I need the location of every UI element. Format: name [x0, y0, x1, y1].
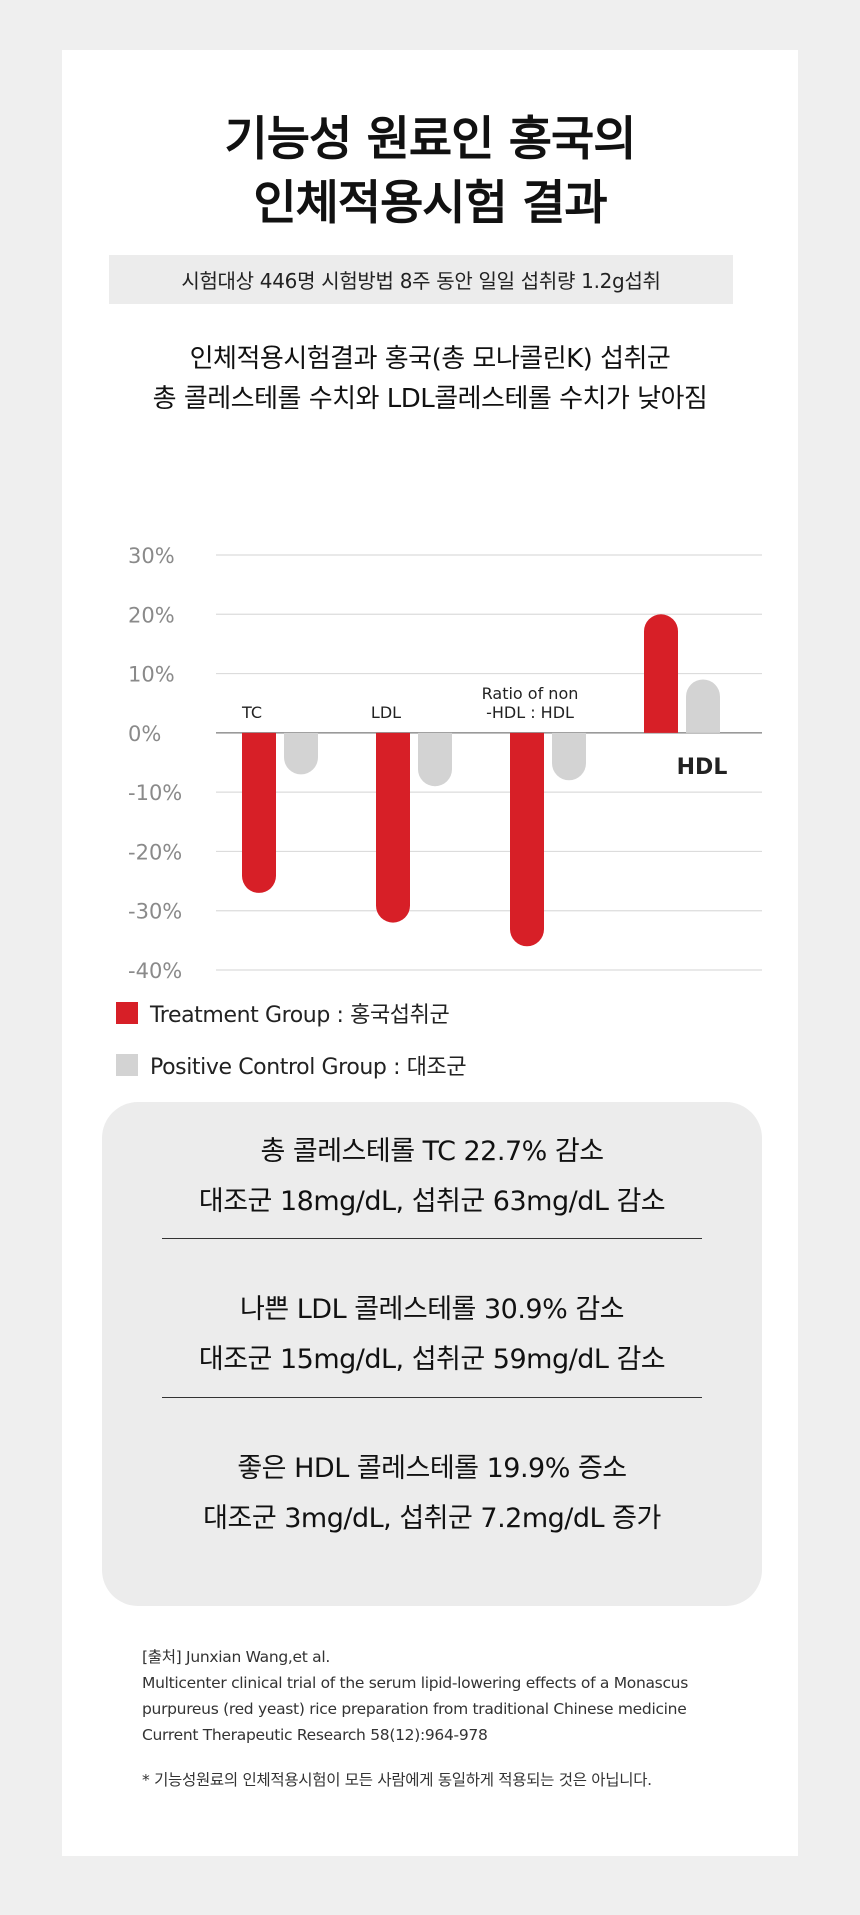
- summary-item-ldl: 나쁜 LDL 콜레스테롤 30.9% 감소 대조군 15mg/dL, 섭취군 5…: [102, 1285, 762, 1385]
- source-line-1: [출처] Junxian Wang,et al.: [142, 1648, 330, 1666]
- category-label: LDL: [371, 703, 401, 722]
- bar-treatment: [510, 732, 544, 947]
- summary-divider: [162, 1397, 702, 1398]
- page-title: 기능성 원료인 홍국의 인체적용시험 결과: [62, 108, 798, 236]
- y-tick-label: 30%: [128, 544, 175, 568]
- legend-swatch-treatment: [116, 1002, 138, 1024]
- category-label: -HDL : HDL: [486, 703, 574, 722]
- subtitle-line-1: 인체적용시험결과 홍국(총 모나콜린K) 섭취군: [189, 344, 671, 374]
- summary-item-tc: 총 콜레스테롤 TC 22.7% 감소 대조군 18mg/dL, 섭취군 63m…: [102, 1127, 762, 1227]
- summary-tc-line-2: 대조군 18mg/dL, 섭취군 63mg/dL 감소: [198, 1186, 666, 1217]
- cholesterol-bar-chart: 30% 20% 10% 0% -10% -20% -30% -40% TC LDL Ratio of…: [128, 544, 762, 983]
- title-line-2: 인체적용시험 결과: [253, 176, 607, 231]
- legend-item-treatment: Treatment Group : 홍국섭취군: [116, 987, 616, 1039]
- category-label: TC: [241, 703, 262, 722]
- source-line-3: purpureus (red yeast) rice preparation f…: [142, 1700, 687, 1718]
- bar-control: [552, 732, 586, 781]
- y-tick-label: 20%: [128, 603, 175, 627]
- y-tick-label: -40%: [128, 959, 182, 983]
- bar-control: [284, 732, 318, 775]
- summary-ldl-line-1: 나쁜 LDL 콜레스테롤 30.9% 감소: [239, 1294, 625, 1325]
- legend-label-control: Positive Control Group : 대조군: [150, 1055, 467, 1080]
- trial-info-text: 시험대상 446명 시험방법 8주 동안 일일 섭취량 1.2g섭취: [181, 269, 661, 293]
- legend-item-control: Positive Control Group : 대조군: [116, 1039, 616, 1091]
- summary-ldl-line-2: 대조군 15mg/dL, 섭취군 59mg/dL 감소: [198, 1344, 666, 1375]
- summary-item-hdl: 좋은 HDL 콜레스테롤 19.9% 증소 대조군 3mg/dL, 섭취군 7.…: [102, 1444, 762, 1544]
- bar-treatment: [242, 732, 276, 893]
- source-line-4: Current Therapeutic Research 58(12):964-…: [142, 1726, 488, 1744]
- summary-hdl-line-1: 좋은 HDL 콜레스테롤 19.9% 증소: [237, 1453, 627, 1484]
- disclaimer-note: * 기능성원료의 인체적용시험이 모든 사람에게 동일하게 적용되는 것은 아닙…: [142, 1771, 652, 1789]
- y-tick-label: -30%: [128, 900, 182, 924]
- category-label: Ratio of non: [482, 684, 579, 703]
- chart-legend: Treatment Group : 홍국섭취군 Positive Control…: [116, 987, 616, 1091]
- trial-info-bar: 시험대상 446명 시험방법 8주 동안 일일 섭취량 1.2g섭취: [109, 255, 733, 304]
- source-line-2: Multicenter clinical trial of the serum …: [142, 1674, 688, 1692]
- bar-treatment: [376, 732, 410, 923]
- y-tick-label: 10%: [128, 663, 175, 687]
- legend-swatch-control: [116, 1054, 138, 1076]
- summary-divider: [162, 1238, 702, 1239]
- results-summary-box: 총 콜레스테롤 TC 22.7% 감소 대조군 18mg/dL, 섭취군 63m…: [102, 1102, 762, 1606]
- content-card: 기능성 원료인 홍국의 인체적용시험 결과 시험대상 446명 시험방법 8주 …: [62, 50, 798, 1856]
- subtitle-line-2: 총 콜레스테롤 수치와 LDL콜레스테롤 수치가 낮아짐: [152, 384, 708, 414]
- bar-control: [686, 679, 720, 733]
- y-tick-label: -20%: [128, 840, 182, 864]
- category-label: HDL: [677, 755, 728, 780]
- summary-hdl-line-2: 대조군 3mg/dL, 섭취군 7.2mg/dL 증가: [203, 1503, 661, 1534]
- chart-subtitle: 인체적용시험결과 홍국(총 모나콜린K) 섭취군 총 콜레스테롤 수치와 LDL…: [62, 339, 798, 419]
- y-tick-label: 0%: [128, 722, 161, 746]
- title-line-1: 기능성 원료인 홍국의: [224, 112, 637, 167]
- summary-tc-line-1: 총 콜레스테롤 TC 22.7% 감소: [260, 1136, 604, 1167]
- legend-label-treatment: Treatment Group : 홍국섭취군: [150, 1003, 450, 1028]
- bar-control: [418, 732, 452, 787]
- y-tick-label: -10%: [128, 781, 182, 805]
- source-citation: [출처] Junxian Wang,et al. Multicenter cli…: [142, 1644, 762, 1748]
- bar-treatment: [644, 614, 678, 733]
